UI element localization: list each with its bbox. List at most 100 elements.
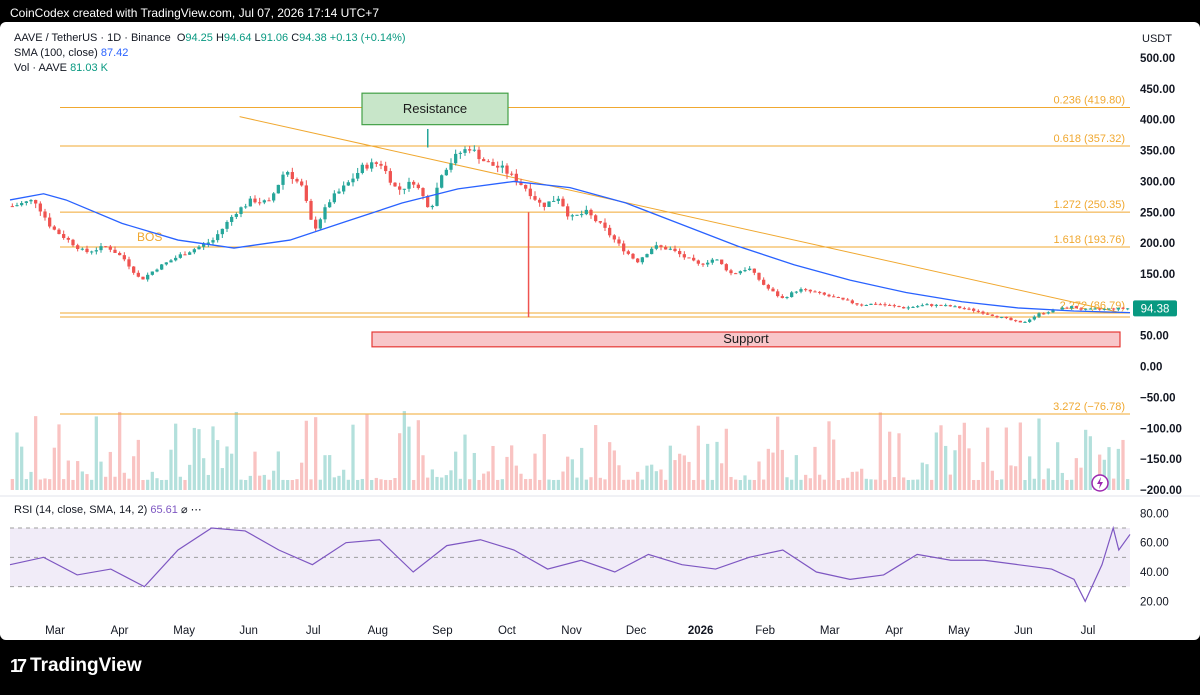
eye-off-icon[interactable]: ⌀ <box>180 504 188 516</box>
candle-body <box>738 271 742 274</box>
volume-bar <box>402 411 406 490</box>
volume-bar <box>911 479 915 490</box>
volume-bar <box>332 477 336 490</box>
candle-body <box>85 248 89 253</box>
volume-bar <box>724 428 728 490</box>
candle-body <box>458 152 462 154</box>
volume-bar <box>920 462 924 490</box>
candle-body <box>132 266 136 273</box>
candle-body <box>906 307 910 309</box>
volume-bar <box>780 449 784 490</box>
rsi-label: RSI (14, close, SMA, 14, 2) <box>14 504 148 516</box>
candle-body <box>62 234 66 238</box>
candle-body <box>104 246 108 248</box>
volume-bar <box>836 479 840 490</box>
candle-body <box>981 311 985 314</box>
time-tick-label: Feb <box>755 625 775 637</box>
volume-bar <box>155 478 159 490</box>
candle-body <box>356 172 360 179</box>
symbol-name[interactable]: AAVE / TetherUS · 1D · Binance <box>14 32 171 44</box>
candle-body <box>1014 320 1018 322</box>
volume-bar <box>1074 458 1078 490</box>
volume-bar <box>962 422 966 490</box>
fib-level-label: 0.618 (357.32) <box>1053 133 1125 145</box>
volume-bar <box>505 456 509 490</box>
lightning-icon[interactable] <box>1091 474 1109 492</box>
descending-trendline <box>239 116 1119 313</box>
candle-body <box>141 276 145 280</box>
candle-body <box>477 149 481 160</box>
candle-body <box>883 304 887 306</box>
candle-body <box>412 181 416 185</box>
candle-body <box>869 303 873 305</box>
volume-bar <box>930 479 934 490</box>
volume-bar <box>864 478 868 490</box>
volume-legend[interactable]: Vol · AAVE 81.03 K <box>14 62 108 74</box>
volume-bar <box>566 456 570 490</box>
candle-body <box>304 185 308 201</box>
volume-bar <box>295 479 299 490</box>
candle-body <box>748 268 752 271</box>
volume-bar <box>752 479 756 490</box>
candle-body <box>846 299 850 301</box>
volume-bar <box>715 441 719 490</box>
volume-bar <box>538 479 542 490</box>
symbol-legend: AAVE / TetherUS · 1D · Binance O94.25 H9… <box>14 32 406 44</box>
candle-body <box>780 296 784 299</box>
candle-body <box>365 164 369 169</box>
volume-bar <box>94 416 98 490</box>
volume-bar <box>444 475 448 490</box>
candle-body <box>1042 313 1046 315</box>
volume-bar <box>981 462 985 490</box>
volume-bar <box>822 479 826 490</box>
sma-legend[interactable]: SMA (100, close) 87.42 <box>14 47 128 59</box>
candle-body <box>990 314 994 316</box>
volume-bar <box>958 434 962 490</box>
rsi-legend[interactable]: RSI (14, close, SMA, 14, 2) 65.61 ⌀ ⋯ <box>14 503 202 516</box>
candle-body <box>678 251 682 255</box>
volume-bar <box>528 478 532 490</box>
candle-body <box>244 206 248 208</box>
volume-bar <box>608 442 612 490</box>
price-tick-label: 250.00 <box>1140 207 1175 219</box>
volume-bar <box>300 462 304 490</box>
volume-bar <box>1112 478 1116 490</box>
volume-bar <box>482 473 486 490</box>
candle-body <box>944 305 948 307</box>
price-tick-label: −200.00 <box>1140 485 1182 497</box>
volume-bar <box>174 423 178 490</box>
candle-body <box>664 247 668 250</box>
candle-body <box>374 162 378 164</box>
candle-body <box>398 186 402 190</box>
candle-body <box>472 149 476 151</box>
volume-bar <box>986 427 990 490</box>
candle-body <box>724 264 728 271</box>
volume-bar <box>934 432 938 490</box>
volume-bar <box>463 434 467 490</box>
candle-body <box>440 175 444 188</box>
candle-body <box>1009 318 1013 321</box>
volume-bar <box>510 445 514 490</box>
volume-bar <box>136 439 140 490</box>
candle-body <box>1088 308 1092 310</box>
volume-bar <box>832 439 836 490</box>
candle-body <box>169 260 173 263</box>
candle-body <box>650 248 654 255</box>
time-tick-label: Sep <box>432 625 452 637</box>
support-label: Support <box>723 331 769 346</box>
candle-body <box>281 174 285 185</box>
candle-body <box>370 162 374 169</box>
volume-bar <box>328 455 332 490</box>
volume-bar <box>360 478 364 490</box>
more-icon[interactable]: ⋯ <box>190 504 202 516</box>
candle-body <box>855 303 859 305</box>
candle-body <box>776 291 780 297</box>
price-chart[interactable]: 0.236 (419.80) 0.618 (357.32) 1.272 (250.3… <box>0 22 1200 640</box>
volume-bar <box>790 479 794 490</box>
candle-body <box>958 306 962 309</box>
volume-bar <box>188 464 192 490</box>
time-tick-label: Jul <box>1081 625 1096 637</box>
volume-bar <box>234 411 238 490</box>
volume-bar <box>766 448 770 490</box>
volume-bar <box>500 479 504 490</box>
